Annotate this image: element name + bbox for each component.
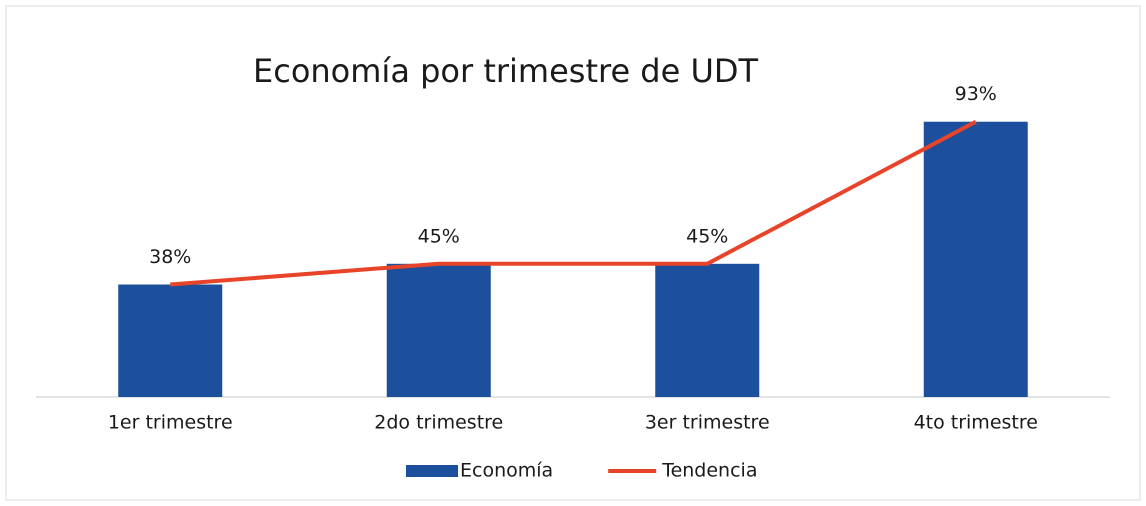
chart-title: Economía por trimestre de UDT <box>253 52 759 90</box>
x-tick-label: 3er trimestre <box>645 412 770 434</box>
legend-swatch <box>406 465 458 477</box>
bar <box>386 263 491 397</box>
legend-label: Tendencia <box>661 460 757 482</box>
bar <box>118 284 223 397</box>
trend-line <box>170 119 977 287</box>
x-tick-label: 1er trimestre <box>108 412 233 434</box>
legend-label: Economía <box>460 460 553 482</box>
data-label: 93% <box>955 83 997 105</box>
x-tick-label: 4to trimestre <box>914 412 1038 434</box>
bar <box>923 121 1028 397</box>
data-label: 45% <box>418 225 460 247</box>
x-tick-label: 2do trimestre <box>374 412 503 434</box>
data-label: 45% <box>686 225 728 247</box>
data-label: 38% <box>149 246 191 268</box>
bar <box>655 263 760 397</box>
